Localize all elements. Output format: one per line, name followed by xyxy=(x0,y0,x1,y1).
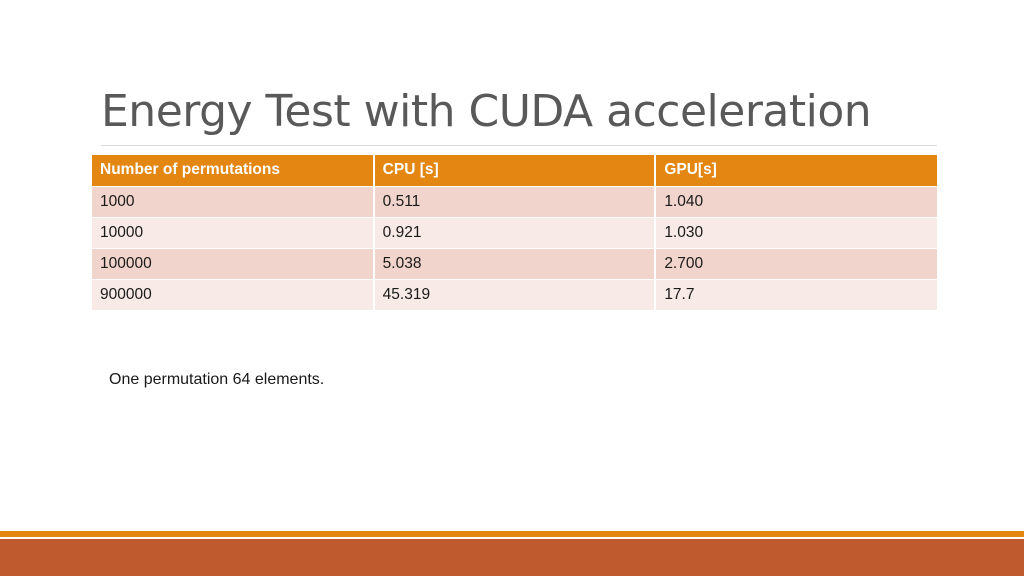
cell-cpu-time: 5.038 xyxy=(373,248,657,280)
title-divider xyxy=(101,145,937,146)
column-header-gpu: GPU[s] xyxy=(655,155,937,187)
table-header-row: Number of permutations CPU [s] GPU[s] xyxy=(92,155,937,187)
cell-permutations: 100000 xyxy=(92,248,375,280)
column-header-permutations: Number of permutations xyxy=(92,155,375,187)
cell-gpu-time: 1.030 xyxy=(655,217,937,249)
cell-cpu-time: 0.511 xyxy=(373,186,657,218)
cell-gpu-time: 2.700 xyxy=(655,248,937,280)
cell-gpu-time: 1.040 xyxy=(655,186,937,218)
table-row: 900000 45.319 17.7 xyxy=(92,279,937,311)
cell-cpu-time: 45.319 xyxy=(373,279,657,311)
table-row: 100000 5.038 2.700 xyxy=(92,248,937,280)
cell-cpu-time: 0.921 xyxy=(373,217,657,249)
slide-title: Energy Test with CUDA acceleration xyxy=(101,86,872,137)
column-header-cpu: CPU [s] xyxy=(373,155,657,187)
table-row: 10000 0.921 1.030 xyxy=(92,217,937,249)
footer-accent-band xyxy=(0,539,1024,576)
footnote-text: One permutation 64 elements. xyxy=(109,371,325,388)
cell-permutations: 1000 xyxy=(92,186,375,218)
cell-gpu-time: 17.7 xyxy=(655,279,937,311)
table-row: 1000 0.511 1.040 xyxy=(92,186,937,218)
footer-accent-stripe xyxy=(0,531,1024,537)
results-table: Number of permutations CPU [s] GPU[s] 10… xyxy=(92,155,937,311)
cell-permutations: 900000 xyxy=(92,279,375,311)
cell-permutations: 10000 xyxy=(92,217,375,249)
